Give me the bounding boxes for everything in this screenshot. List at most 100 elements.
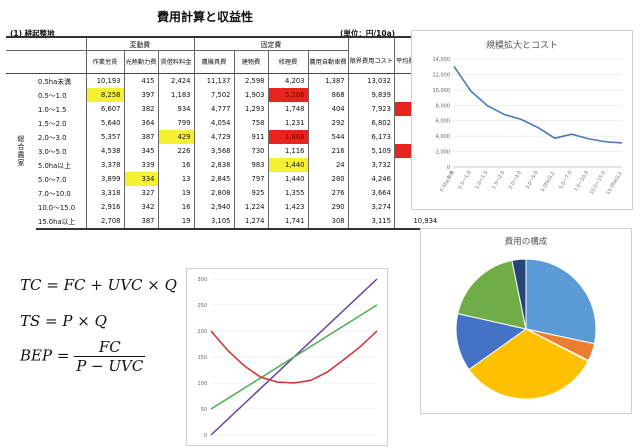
table-cell: 216 bbox=[307, 144, 349, 158]
table-cell: 2,708 bbox=[85, 214, 124, 230]
table-cell: 1,231 bbox=[267, 116, 308, 130]
table-row: 2.0～3.05,3573874294,7299111,8685446,1731… bbox=[6, 130, 441, 144]
group-header-variable: 変動費 bbox=[85, 36, 194, 51]
row-label: 5.0ha以上 bbox=[38, 162, 71, 170]
table-cell: 19 bbox=[157, 186, 194, 200]
table-cell: 11,137 bbox=[193, 73, 234, 88]
table-cell: 280 bbox=[307, 172, 349, 186]
pie-slice bbox=[468, 328, 589, 400]
table-cell: 1,183 bbox=[157, 88, 194, 102]
table-cell: 387 bbox=[123, 214, 158, 230]
table-cell: 9,839 bbox=[347, 88, 395, 102]
table-cell: 10,193 bbox=[85, 73, 124, 88]
side-label-text: 総合農家 bbox=[17, 134, 25, 167]
group-header-fixed: 固定費 bbox=[193, 36, 349, 51]
table-cell: 799 bbox=[157, 116, 194, 130]
table-cell: 334 bbox=[123, 172, 158, 186]
table-cell: 1,748 bbox=[267, 102, 308, 116]
table-cell: 2,424 bbox=[157, 73, 194, 88]
table-cell: 364 bbox=[123, 116, 158, 130]
table-cell: 3,568 bbox=[193, 144, 234, 158]
table-row: 3.0～5.04,5383452263,5687301,1162165,1091… bbox=[6, 144, 441, 158]
table-cell: 3,899 bbox=[85, 172, 124, 186]
table-cell: 1,274 bbox=[233, 214, 268, 230]
row-label: 15.0ha以上 bbox=[36, 214, 86, 230]
x-tick-label: 1.0～1.5 bbox=[474, 170, 489, 190]
table-row: 15.0ha以上 2,708 387 19 3,105 1,274 1,741 308 3,11… bbox=[6, 214, 441, 230]
table-cell: 7,502 bbox=[193, 88, 234, 102]
column-header: 農用自動車費 bbox=[307, 50, 349, 74]
table-cell: 415 bbox=[123, 73, 158, 88]
y-tick-label: 0 bbox=[204, 433, 207, 439]
table-cell: 19 bbox=[157, 214, 194, 230]
pie-slice bbox=[457, 259, 527, 330]
y-tick-label: 150 bbox=[197, 355, 207, 361]
table-cell: 387 bbox=[123, 130, 158, 144]
table-cell: 3,732 bbox=[347, 158, 395, 172]
table-cell: 5,640 bbox=[85, 116, 124, 130]
y-tick-label: 200 bbox=[197, 329, 207, 335]
x-tick-label: 0.5ha未満 bbox=[438, 169, 456, 193]
table-cell: 7,923 bbox=[347, 102, 395, 116]
table-cell: 934 bbox=[157, 102, 194, 116]
table-cell: 24 bbox=[307, 158, 349, 172]
bep-fraction: FC P − UVC bbox=[74, 338, 146, 375]
table-cell: 925 bbox=[233, 186, 268, 200]
table-cell: 1,741 bbox=[267, 214, 308, 230]
table-cell: 429 bbox=[157, 130, 194, 144]
table-cell: 5,206 bbox=[267, 88, 308, 102]
table-cell: 1,387 bbox=[307, 73, 349, 88]
table-cell: 4,538 bbox=[85, 144, 124, 158]
table-cell: 1,868 bbox=[267, 130, 308, 144]
table-cell: 5,357 bbox=[85, 130, 124, 144]
table-cell: 13,032 bbox=[347, 73, 395, 88]
table-cell: 2,808 bbox=[193, 186, 234, 200]
table-cell: 4,777 bbox=[193, 102, 234, 116]
curve-series-1 bbox=[210, 304, 378, 410]
bep-lhs: BEP = bbox=[20, 346, 70, 365]
cost-curves-chart: 0 50 100 150 200 250 300 bbox=[186, 268, 388, 446]
y-tick-label: 10,000 bbox=[433, 88, 451, 94]
y-tick-label: 14,000 bbox=[433, 57, 451, 63]
x-tick-label: 2.0～3.0 bbox=[508, 170, 523, 190]
scale-cost-chart: 規模拡大とコスト 0 2,000 4,000 6,000 8,000 10,000 12,0… bbox=[411, 30, 633, 210]
table-row: 10.0～15.0 2,916 342 16 2,940 1,224 1,423 290 3,2… bbox=[6, 200, 441, 214]
table-cell: 16 bbox=[157, 200, 194, 214]
table-cell: 397 bbox=[123, 88, 158, 102]
table-cell: 3,318 bbox=[85, 186, 124, 200]
table-cell: 3,105 bbox=[193, 214, 234, 230]
table-cell: 1,116 bbox=[267, 144, 308, 158]
table-cell: 730 bbox=[233, 144, 268, 158]
column-header: 作業労賃 bbox=[85, 50, 124, 74]
unit-label: (単位：円/10a) bbox=[340, 29, 396, 38]
table-cell: 345 bbox=[123, 144, 158, 158]
row-label: 1.5～2.0 bbox=[38, 120, 67, 128]
chart-title: 規模拡大とコスト bbox=[485, 41, 558, 51]
row-label: 10.0～15.0 bbox=[38, 204, 76, 212]
column-header: 修理費 bbox=[267, 50, 308, 74]
table-cell: 290 bbox=[307, 200, 349, 214]
column-header: 農機具費 bbox=[193, 50, 234, 74]
x-tick-label: 1.5～2.0 bbox=[491, 170, 506, 190]
table-cell: 983 bbox=[233, 158, 268, 172]
y-tick-label: 250 bbox=[197, 303, 207, 309]
table-cell: 3,274 bbox=[347, 200, 395, 214]
table-row: 0.5～1.0 8,258 397 1,183 7,502 1,903 5,206 868 9,… bbox=[6, 88, 441, 102]
table-cell: 911 bbox=[233, 130, 268, 144]
row-label: 0.5ha未満 bbox=[38, 78, 71, 86]
pie-title: 費用の構成 bbox=[504, 237, 548, 247]
table-cell: 4,729 bbox=[193, 130, 234, 144]
tc-formula: TC = FC + UVC × Q bbox=[20, 276, 177, 294]
row-label: 3.0～5.0 bbox=[38, 148, 67, 156]
table-cell: 4,246 bbox=[347, 172, 395, 186]
table-cell: 544 bbox=[307, 130, 349, 144]
column-header: 限界費用コスト bbox=[347, 50, 395, 74]
table-cell: 404 bbox=[307, 102, 349, 116]
column-header-row: 作業労賃 光熱動力費 賃借料料金 農機具費 建物費 修理費 農用自動車費 限界費… bbox=[6, 50, 441, 74]
x-tick-label: 15.0ha以上 bbox=[605, 169, 624, 195]
bep-formula: BEP = FC P − UVC bbox=[20, 338, 146, 375]
table-cell: 3,378 bbox=[85, 158, 124, 172]
x-tick-label: 7.0～10.0 bbox=[573, 170, 590, 193]
table-cell: 327 bbox=[123, 186, 158, 200]
y-tick-label: 100 bbox=[197, 381, 207, 387]
